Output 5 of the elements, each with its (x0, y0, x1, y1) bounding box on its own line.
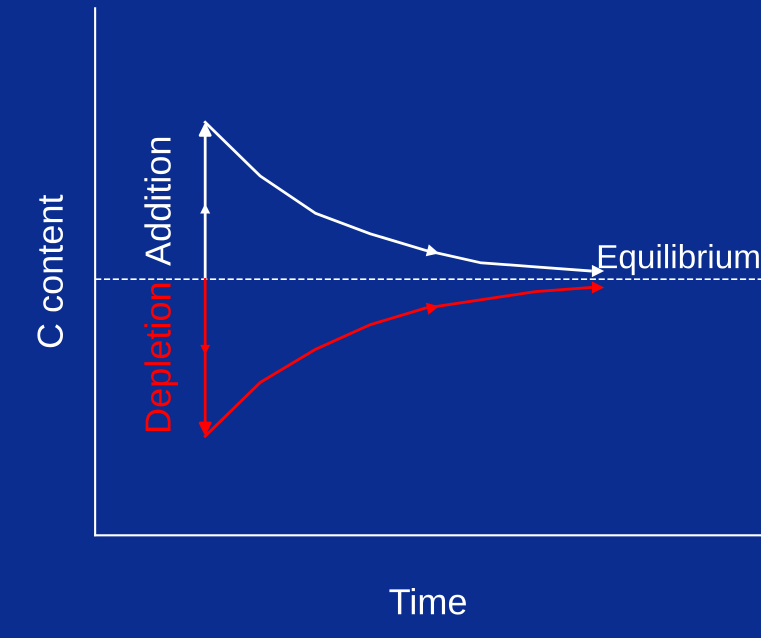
x-axis-title: Time (389, 588, 466, 615)
y-axis-title: C content (37, 194, 63, 348)
legend-label: Depletion (144, 284, 178, 432)
ref-line-label: Equilibrium (598, 244, 759, 276)
legend-label: Addition (144, 138, 171, 266)
